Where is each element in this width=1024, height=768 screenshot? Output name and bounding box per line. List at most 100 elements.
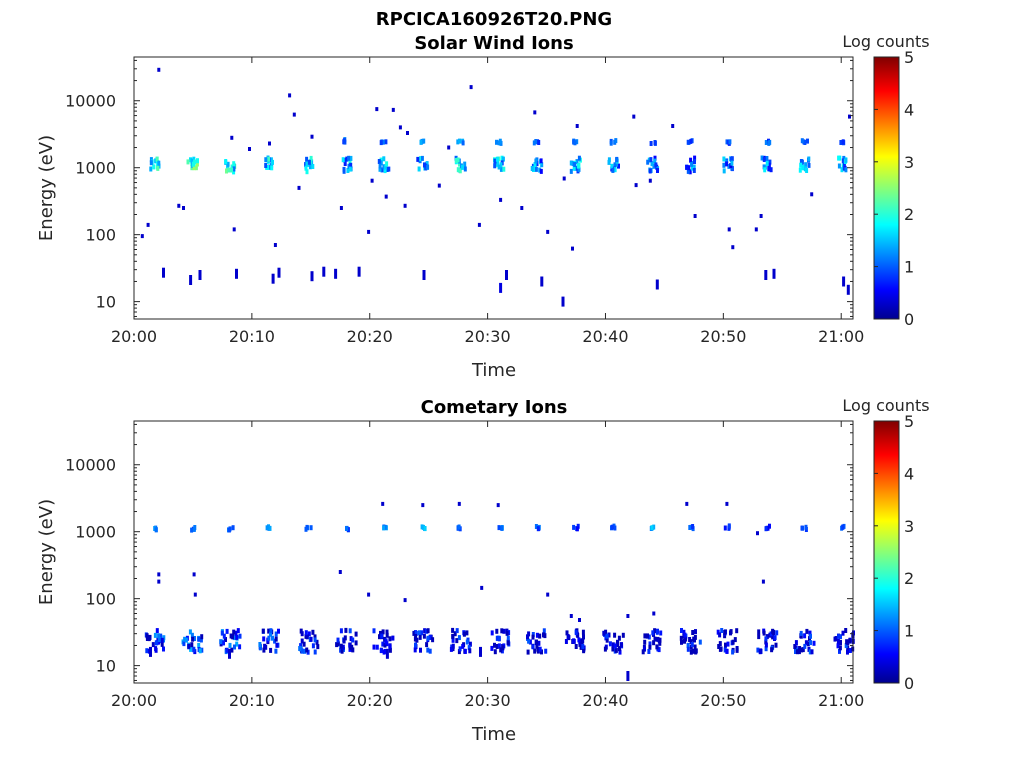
heatmap-cell <box>468 641 472 647</box>
heatmap-cell <box>698 639 702 645</box>
heatmap-cell <box>648 178 652 183</box>
heatmap-cell <box>477 222 481 227</box>
heatmap-cell <box>574 644 578 649</box>
heatmap-cell <box>269 628 273 634</box>
heatmap-cell <box>499 162 503 168</box>
heatmap-cell <box>725 139 729 145</box>
heatmap-cell <box>313 637 317 643</box>
heatmap-cell <box>302 641 306 647</box>
heatmap-cell <box>797 649 801 655</box>
heatmap-cell <box>617 163 620 169</box>
heatmap-cell <box>658 640 662 646</box>
heatmap-cell <box>307 159 311 165</box>
heatmap-cell <box>575 159 579 165</box>
heatmap-cell <box>228 642 232 648</box>
heatmap-cell <box>354 640 358 646</box>
heatmap-cell <box>533 110 537 115</box>
colorbar-label: Log counts <box>842 396 929 415</box>
heatmap-cell <box>447 145 451 150</box>
x-tick-label: 20:40 <box>582 691 628 710</box>
heatmap-cell <box>723 629 727 635</box>
heatmap-cell <box>222 633 226 639</box>
heatmap-cell <box>157 572 161 577</box>
y-tick-label: 10 <box>96 293 116 312</box>
heatmap-cell <box>577 637 581 643</box>
heatmap-cell <box>535 632 539 638</box>
heatmap-cell <box>152 164 156 170</box>
colorbar-tick-label: 2 <box>904 205 914 224</box>
heatmap-cell <box>694 649 698 655</box>
heatmap-cell <box>262 647 266 653</box>
heatmap-cell <box>767 166 771 172</box>
heatmap-cell <box>725 648 729 654</box>
heatmap-cell <box>577 162 581 168</box>
heatmap-cell <box>845 639 849 645</box>
heatmap-cell <box>345 156 349 162</box>
heatmap-cell <box>614 647 618 653</box>
heatmap-cell <box>534 166 538 172</box>
heatmap-cell <box>465 630 469 636</box>
heatmap-cell <box>456 157 460 163</box>
heatmap-cell <box>691 630 695 635</box>
heatmap-cell <box>794 640 798 646</box>
heatmap-cell <box>381 641 385 647</box>
heatmap-cell <box>277 267 281 278</box>
heatmap-cell <box>683 638 686 644</box>
colorbar-tick-label: 3 <box>904 517 914 536</box>
heatmap-cell <box>807 162 811 168</box>
heatmap-cell <box>535 161 539 167</box>
heatmap-cell <box>572 638 576 644</box>
heatmap-cell <box>495 635 499 641</box>
heatmap-cell <box>499 166 503 172</box>
heatmap-cell <box>379 630 382 636</box>
heatmap-cell <box>577 155 581 161</box>
heatmap-cell <box>505 630 509 636</box>
heatmap-cell <box>613 643 617 649</box>
heatmap-cell <box>437 183 441 188</box>
colorbar-tick-label: 5 <box>904 412 914 431</box>
heatmap-cell <box>190 642 194 648</box>
heatmap-cell <box>422 138 426 144</box>
heatmap-cell <box>192 156 196 162</box>
heatmap-cell <box>267 164 271 170</box>
heatmap-cell <box>680 628 683 633</box>
heatmap-cell <box>634 183 638 188</box>
heatmap-cell <box>265 525 269 531</box>
heatmap-cell <box>305 634 309 640</box>
heatmap-cell <box>367 592 371 597</box>
heatmap-cell <box>618 646 621 652</box>
heatmap-cell <box>418 156 422 162</box>
x-tick-label: 20:50 <box>700 691 746 710</box>
heatmap-cell <box>812 640 816 646</box>
heatmap-cell <box>730 165 734 171</box>
heatmap-cell <box>647 649 651 654</box>
heatmap-cell <box>801 647 805 653</box>
heatmap-cell <box>841 139 845 145</box>
heatmap-cell <box>808 630 812 636</box>
heatmap-cell <box>754 227 758 232</box>
heatmap-cell <box>574 630 578 636</box>
heatmap-cell <box>378 163 382 169</box>
heatmap-cell <box>690 161 694 167</box>
heatmap-cell <box>193 636 196 641</box>
heatmap-cell <box>145 636 149 641</box>
heatmap-cell <box>605 637 609 643</box>
heatmap-cell <box>800 647 804 653</box>
heatmap-cell <box>273 638 277 644</box>
heatmap-cell <box>841 158 845 164</box>
heatmap-cell <box>351 647 355 653</box>
heatmap-cell <box>575 139 579 145</box>
heatmap-cell <box>530 166 534 171</box>
heatmap-cell <box>804 640 808 646</box>
heatmap-cell <box>544 648 548 654</box>
heatmap-cell <box>836 638 840 644</box>
heatmap-cell <box>564 639 568 644</box>
heatmap-cells <box>140 67 851 307</box>
colorbar <box>873 420 900 684</box>
heatmap-cell <box>655 644 659 650</box>
heatmap-cell <box>653 628 657 634</box>
heatmap-cell <box>671 124 675 128</box>
heatmap-cell <box>495 628 499 634</box>
heatmap-cell <box>232 635 236 641</box>
heatmap-cell <box>238 633 242 639</box>
